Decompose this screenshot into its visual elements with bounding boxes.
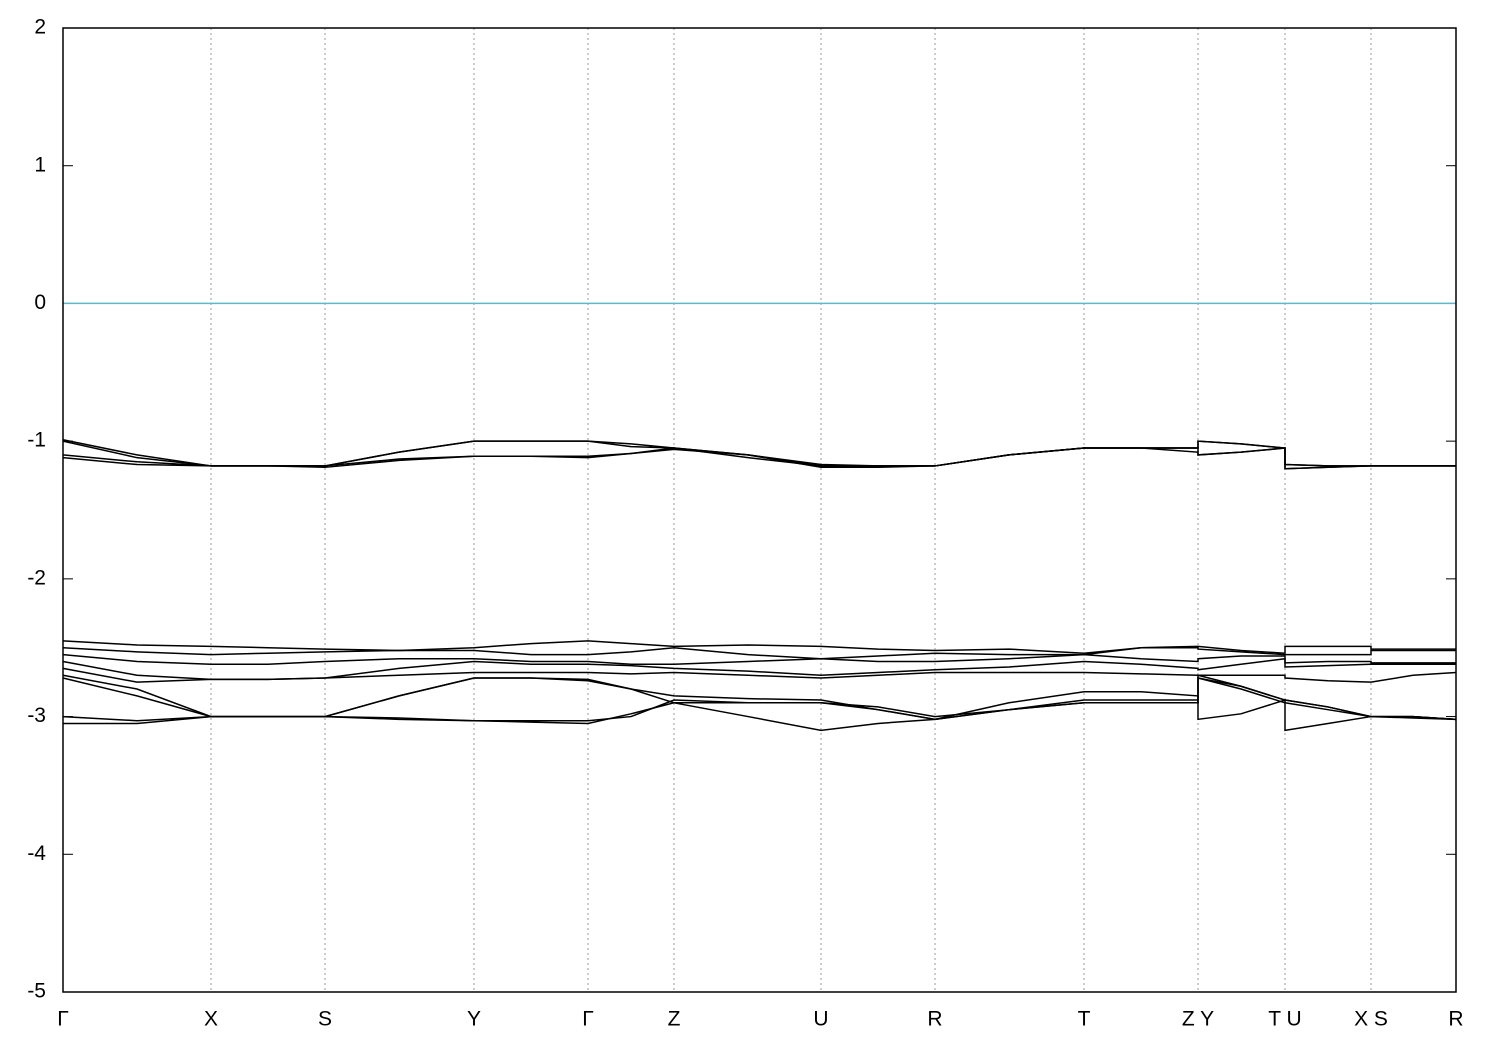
plot-frame bbox=[62, 27, 1457, 993]
y-tick-label: 2 bbox=[34, 16, 46, 39]
y-tick-label: -3 bbox=[27, 704, 46, 727]
x-tick-label: Z Y bbox=[1182, 1008, 1214, 1031]
x-tick-label: Γ bbox=[57, 1008, 69, 1031]
band-line bbox=[62, 667, 1457, 683]
y-tick-label: -4 bbox=[27, 842, 46, 865]
y-tick-label: -1 bbox=[27, 429, 46, 452]
band-line bbox=[62, 440, 1456, 470]
x-tick-label: T bbox=[1078, 1008, 1091, 1031]
x-tick-label: R bbox=[1448, 1008, 1463, 1031]
x-tick-label: X S bbox=[1354, 1008, 1388, 1031]
band-line bbox=[62, 657, 1456, 681]
x-tick-label: R bbox=[927, 1008, 942, 1031]
x-tick-label: S bbox=[318, 1008, 332, 1031]
band-line bbox=[62, 653, 1456, 665]
y-tick-label: -5 bbox=[27, 980, 46, 1003]
band-line bbox=[62, 677, 1457, 732]
band-line bbox=[62, 674, 1457, 721]
band-line bbox=[62, 439, 1456, 467]
y-tick-label: 0 bbox=[34, 291, 46, 314]
y-tick-label: -2 bbox=[27, 566, 46, 589]
y-tick-label: 1 bbox=[34, 153, 46, 176]
x-tick-label: U bbox=[813, 1008, 828, 1031]
band-line bbox=[63, 677, 1457, 725]
x-tick-label: T U bbox=[1268, 1008, 1301, 1031]
x-tick-label: X bbox=[204, 1008, 218, 1031]
band-line bbox=[62, 646, 1456, 660]
band-line bbox=[62, 640, 1456, 655]
x-tick-label: Γ bbox=[582, 1008, 594, 1031]
x-tick-label: Y bbox=[467, 1008, 481, 1031]
band-line bbox=[62, 447, 1456, 470]
x-tick-label: Z bbox=[668, 1008, 681, 1031]
